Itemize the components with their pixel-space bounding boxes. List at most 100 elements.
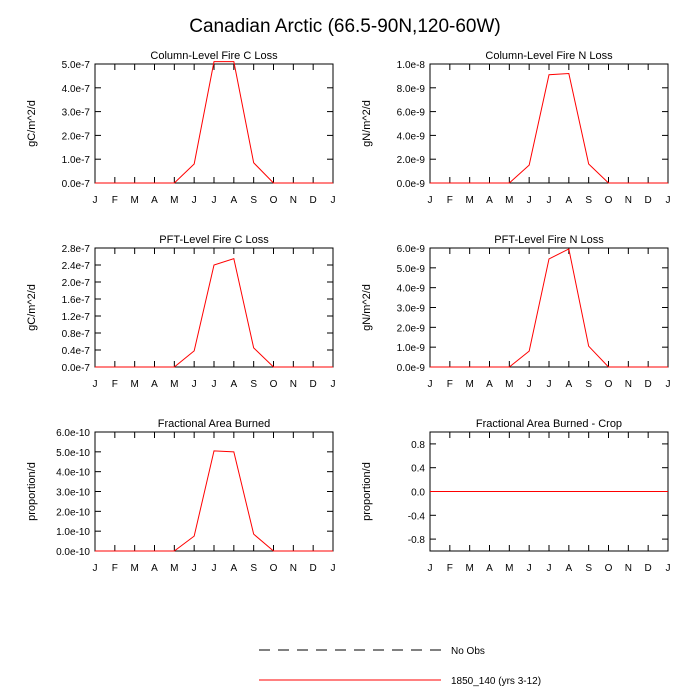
y-axis-label: gC/m^2/d — [26, 284, 38, 331]
y-tick-label: 0.8 — [411, 440, 425, 451]
panel-title: PFT-Level Fire N Loss — [494, 234, 604, 246]
series-line-1 — [95, 61, 333, 184]
y-tick-label: -0.4 — [408, 511, 426, 522]
chart-panel-5: Fractional Area Burned proportion/d J F M A M J… — [26, 418, 336, 574]
y-axis-label: gN/m^2/d — [361, 284, 373, 331]
x-tick-label: J — [428, 563, 433, 574]
y-tick-label: 5.0e-10 — [56, 448, 90, 459]
x-tick-label: J — [331, 379, 336, 390]
series-line-1 — [430, 72, 668, 184]
series-line-1 — [95, 450, 333, 552]
x-tick-label: S — [585, 195, 592, 206]
y-tick-label: 0.0e-7 — [62, 179, 91, 190]
x-tick-label: A — [230, 379, 237, 390]
x-tick-label: A — [151, 195, 158, 206]
x-tick-label: A — [230, 195, 237, 206]
x-tick-label: M — [170, 379, 178, 390]
y-tick-label: 3.0e-9 — [397, 304, 426, 315]
panel-title: Column-Level Fire N Loss — [485, 50, 613, 62]
x-tick-label: M — [465, 195, 473, 206]
panel-title: Column-Level Fire C Loss — [150, 50, 278, 62]
y-tick-label: 2.0e-10 — [56, 507, 90, 518]
x-tick-label: J — [666, 379, 671, 390]
x-tick-label: D — [310, 195, 317, 206]
x-tick-label: A — [230, 563, 237, 574]
x-tick-label: M — [505, 195, 513, 206]
x-tick-label: M — [465, 379, 473, 390]
x-tick-label: J — [547, 563, 552, 574]
x-tick-label: J — [527, 379, 532, 390]
x-tick-label: A — [151, 563, 158, 574]
x-tick-label: M — [170, 563, 178, 574]
x-tick-label: J — [547, 195, 552, 206]
x-tick-label: O — [605, 195, 613, 206]
x-tick-label: A — [565, 195, 572, 206]
x-tick-label: F — [447, 195, 453, 206]
x-tick-label: J — [93, 195, 98, 206]
x-tick-label: F — [112, 563, 118, 574]
x-tick-label: M — [465, 563, 473, 574]
x-tick-label: J — [212, 379, 217, 390]
y-axis-label: gC/m^2/d — [26, 100, 38, 147]
x-tick-label: O — [270, 563, 278, 574]
y-tick-label: 2.0e-7 — [62, 131, 91, 142]
x-tick-label: O — [270, 195, 278, 206]
x-tick-label: F — [447, 379, 453, 390]
plot-frame — [94, 431, 334, 552]
plot-frame — [429, 247, 669, 368]
y-tick-label: 6.0e-10 — [56, 428, 90, 439]
x-tick-label: D — [310, 563, 317, 574]
y-tick-label: 2.0e-7 — [62, 278, 91, 289]
y-tick-label: 0.0 — [411, 488, 425, 499]
x-tick-label: M — [170, 195, 178, 206]
y-tick-label: 0.8e-7 — [62, 329, 91, 340]
x-tick-label: J — [527, 563, 532, 574]
x-tick-label: A — [486, 379, 493, 390]
y-tick-label: 5.0e-7 — [62, 60, 91, 71]
x-tick-label: N — [625, 195, 632, 206]
y-axis-label: proportion/d — [26, 462, 38, 521]
y-tick-label: 5.0e-9 — [397, 264, 426, 275]
y-tick-label: 1.0e-8 — [397, 60, 426, 71]
y-tick-label: 3.0e-7 — [62, 108, 91, 119]
x-tick-label: A — [565, 379, 572, 390]
y-tick-label: 1.0e-9 — [397, 343, 426, 354]
x-tick-label: N — [625, 379, 632, 390]
x-tick-label: S — [250, 563, 257, 574]
x-tick-label: F — [112, 195, 118, 206]
panels: Column-Level Fire C Loss gC/m^2/d J F M A M J J A… — [26, 50, 671, 574]
y-tick-label: 6.0e-9 — [397, 108, 426, 119]
x-tick-label: M — [505, 563, 513, 574]
chart-panel-2: Column-Level Fire N Loss gN/m^2/d J F M A M J J A… — [361, 50, 671, 206]
y-tick-label: 0.4e-7 — [62, 346, 91, 357]
chart-panel-4: PFT-Level Fire N Loss gN/m^2/d J F M A M J J A S O N… — [361, 234, 671, 390]
y-tick-label: 1.0e-10 — [56, 527, 90, 538]
plot-frame — [94, 63, 334, 184]
x-tick-label: J — [331, 195, 336, 206]
legend: No Obs 1850_140 (yrs 3-12) — [259, 646, 541, 687]
y-tick-label: 8.0e-9 — [397, 84, 426, 95]
x-tick-label: J — [192, 195, 197, 206]
y-tick-label: 2.8e-7 — [62, 244, 91, 255]
x-tick-label: J — [192, 563, 197, 574]
legend-label-1850-140: 1850_140 (yrs 3-12) — [451, 676, 541, 687]
x-tick-label: D — [645, 195, 652, 206]
x-tick-label: S — [250, 195, 257, 206]
y-tick-label: 0.4 — [411, 464, 425, 475]
y-tick-label: 1.2e-7 — [62, 312, 91, 323]
x-tick-label: J — [212, 563, 217, 574]
x-tick-label: N — [290, 379, 297, 390]
plot-frame — [429, 63, 669, 184]
y-tick-label: 1.6e-7 — [62, 295, 91, 306]
x-tick-label: J — [192, 379, 197, 390]
legend-label-no-obs: No Obs — [451, 646, 485, 657]
y-tick-label: 0.0e-9 — [397, 363, 426, 374]
y-tick-label: 3.0e-10 — [56, 488, 90, 499]
panel-title: Fractional Area Burned - Crop — [476, 418, 622, 430]
y-tick-label: 2.0e-9 — [397, 323, 426, 334]
y-tick-label: -0.8 — [408, 535, 426, 546]
x-tick-label: D — [310, 379, 317, 390]
x-tick-label: O — [605, 379, 613, 390]
